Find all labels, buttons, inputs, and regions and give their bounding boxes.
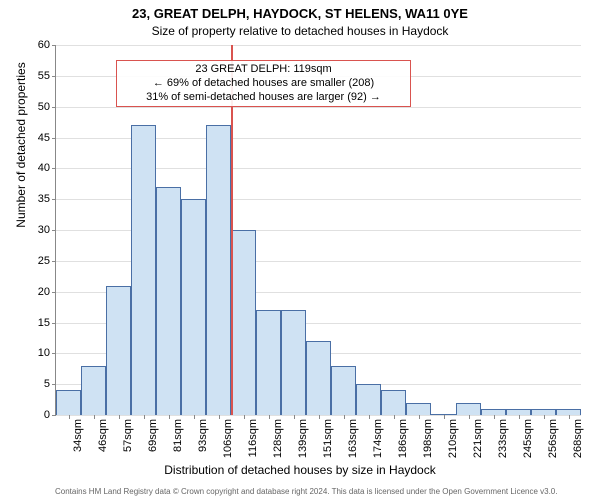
x-tick-label: 245sqm [522,419,534,458]
x-tick-label: 186sqm [397,419,409,458]
y-tick-label: 40 [38,162,50,174]
x-tick-label: 233sqm [497,419,509,458]
y-tick-label: 55 [38,70,50,82]
gridline [56,45,581,46]
histogram-bar [381,390,406,415]
histogram-bar [206,125,231,415]
histogram-bar [231,230,256,415]
copyright-text: Contains HM Land Registry data © Crown c… [55,487,590,496]
y-tick-label: 5 [44,378,50,390]
y-tick-mark [52,199,56,200]
x-tick-mark [244,415,245,419]
histogram-bar [356,384,381,415]
x-tick-mark [544,415,545,419]
x-tick-mark [319,415,320,419]
x-tick-mark [469,415,470,419]
y-tick-mark [52,323,56,324]
histogram-bar [56,390,81,415]
histogram-bar [156,187,181,415]
x-tick-mark [444,415,445,419]
histogram-bar [256,310,281,415]
y-tick-label: 35 [38,193,50,205]
y-tick-label: 15 [38,317,50,329]
x-tick-label: 116sqm [247,419,259,457]
x-tick-label: 198sqm [422,419,434,458]
y-axis-label: Number of detached properties [14,0,28,330]
histogram-bar [456,403,481,415]
x-tick-label: 163sqm [347,419,359,458]
x-tick-mark [94,415,95,419]
x-tick-label: 151sqm [322,419,334,458]
histogram-bar [306,341,331,415]
histogram-bar [81,366,106,415]
y-tick-mark [52,415,56,416]
y-tick-mark [52,384,56,385]
x-tick-mark [494,415,495,419]
histogram-bar [131,125,156,415]
x-tick-mark [144,415,145,419]
x-tick-mark [194,415,195,419]
annotation-box: 23 GREAT DELPH: 119sqm ← 69% of detached… [116,60,411,107]
x-tick-mark [169,415,170,419]
y-tick-mark [52,261,56,262]
x-tick-label: 46sqm [97,419,109,452]
x-tick-label: 34sqm [72,419,84,452]
x-tick-mark [519,415,520,419]
x-tick-mark [569,415,570,419]
x-tick-label: 210sqm [447,419,459,458]
chart-container: 23, GREAT DELPH, HAYDOCK, ST HELENS, WA1… [0,0,600,500]
x-tick-mark [344,415,345,419]
y-tick-mark [52,107,56,108]
y-tick-mark [52,353,56,354]
x-tick-mark [269,415,270,419]
y-tick-label: 60 [38,39,50,51]
x-tick-label: 221sqm [472,419,484,458]
x-tick-label: 57sqm [122,419,134,452]
annotation-line-3: 31% of semi-detached houses are larger (… [123,91,404,105]
y-tick-mark [52,45,56,46]
x-tick-label: 81sqm [172,419,184,452]
y-tick-mark [52,168,56,169]
chart-title-address: 23, GREAT DELPH, HAYDOCK, ST HELENS, WA1… [0,6,600,21]
y-tick-label: 25 [38,255,50,267]
histogram-bar [331,366,356,415]
y-tick-mark [52,138,56,139]
histogram-bar [406,403,431,415]
x-tick-label: 139sqm [297,419,309,458]
y-tick-label: 50 [38,101,50,113]
y-tick-label: 10 [38,347,50,359]
y-tick-label: 20 [38,286,50,298]
plot-area: 05101520253035404550556034sqm46sqm57sqm6… [55,45,581,416]
x-tick-mark [69,415,70,419]
x-tick-mark [394,415,395,419]
histogram-bar [181,199,206,415]
y-tick-mark [52,292,56,293]
x-tick-label: 174sqm [372,419,384,458]
chart-title-description: Size of property relative to detached ho… [0,24,600,38]
x-tick-mark [119,415,120,419]
x-tick-label: 268sqm [572,419,584,458]
x-tick-mark [219,415,220,419]
x-tick-label: 106sqm [222,419,234,458]
x-tick-mark [419,415,420,419]
y-tick-mark [52,76,56,77]
x-axis-label: Distribution of detached houses by size … [0,463,600,477]
x-tick-label: 256sqm [547,419,559,458]
y-tick-mark [52,230,56,231]
x-tick-label: 128sqm [272,419,284,458]
x-tick-label: 69sqm [147,419,159,452]
x-tick-mark [294,415,295,419]
histogram-bar [281,310,306,415]
y-tick-label: 0 [44,409,50,421]
y-tick-label: 30 [38,224,50,236]
x-tick-mark [369,415,370,419]
histogram-bar [106,286,131,416]
annotation-line-1: 23 GREAT DELPH: 119sqm [123,63,404,77]
x-tick-label: 93sqm [197,419,209,452]
y-tick-label: 45 [38,132,50,144]
annotation-line-2: ← 69% of detached houses are smaller (20… [123,77,404,91]
